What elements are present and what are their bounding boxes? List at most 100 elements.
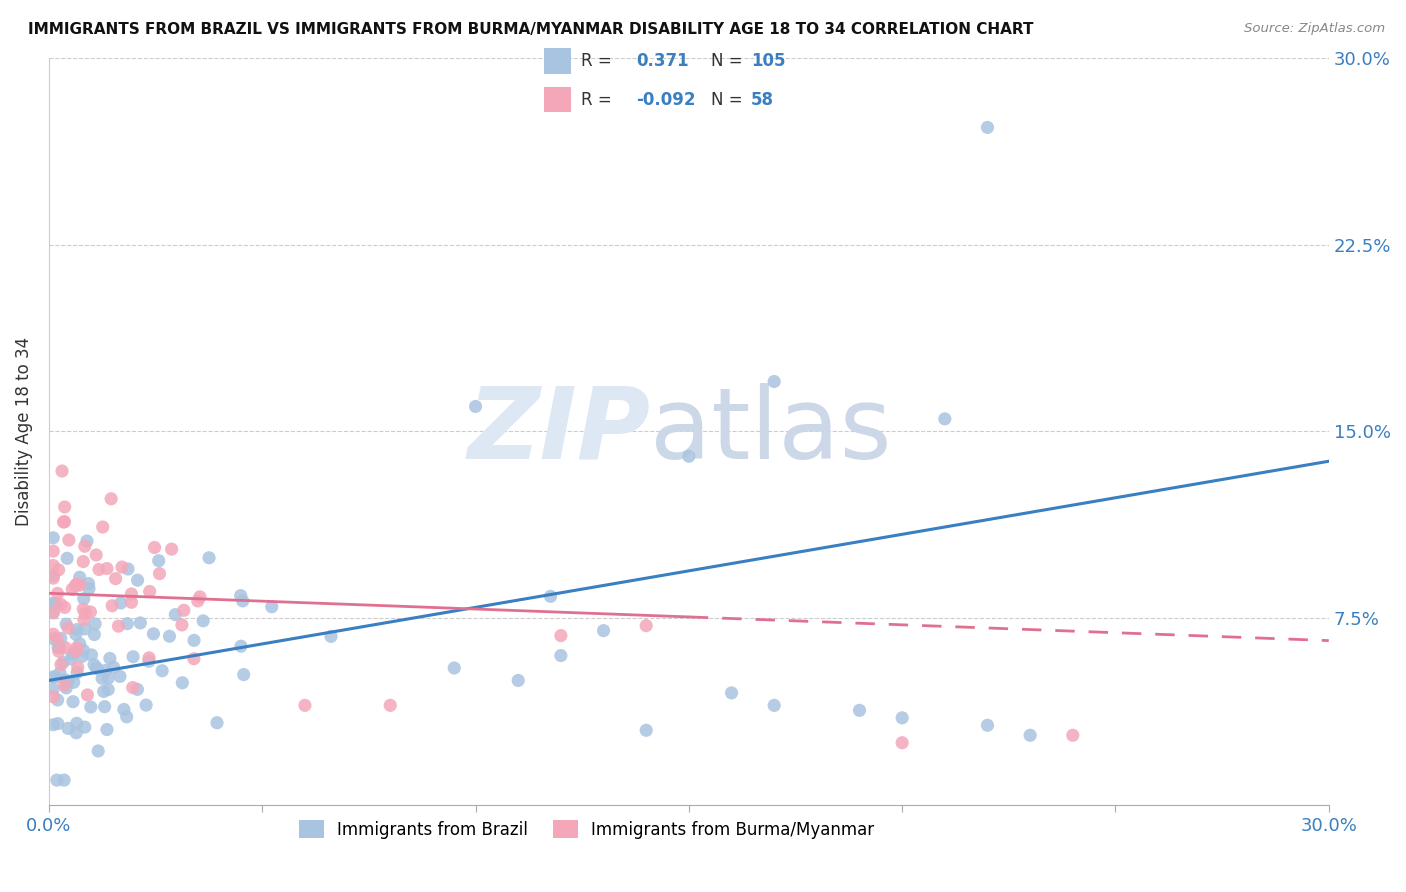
Point [108,669,131,683]
Point [65,726,87,740]
Point [77,582,100,596]
Point [42,606,65,620]
Point [96,723,118,737]
Point [380,698,402,713]
Point [44,670,66,684]
Point [720,686,742,700]
Point [86,661,108,675]
Point [464,400,486,414]
Point [77,576,100,591]
Point [848,703,870,717]
Point [42,596,65,610]
Point [138,654,160,668]
Point [229,589,252,603]
Text: Source: ZipAtlas.com: Source: ZipAtlas.com [1244,22,1385,36]
Point [101,599,124,613]
Point [111,560,134,574]
Point [46,716,69,731]
Point [69,570,91,584]
Point [232,667,254,681]
Point [160,542,183,557]
Point [46,632,69,646]
Point [44,597,66,611]
Point [79,605,101,619]
Point [976,120,998,135]
Text: 0.371: 0.371 [637,52,689,70]
Point [135,698,157,712]
Point [52,656,75,670]
Point [100,491,122,506]
Point [56,674,79,689]
Point [56,621,79,635]
Point [98,651,121,665]
Point [52,515,75,529]
Point [142,627,165,641]
Point [91,520,114,534]
Point [72,602,94,616]
Point [94,664,117,678]
Point [53,500,76,514]
Text: IMMIGRANTS FROM BRAZIL VS IMMIGRANTS FROM BURMA/MYANMAR DISABILITY AGE 18 TO 34 : IMMIGRANTS FROM BRAZIL VS IMMIGRANTS FRO… [28,22,1033,37]
Point [636,723,658,738]
Text: R =: R = [581,91,612,109]
Point [73,613,96,627]
Point [173,603,195,617]
Point [53,600,76,615]
Point [127,573,149,587]
Point [205,715,228,730]
Point [891,736,914,750]
Point [183,651,205,665]
Point [592,624,614,638]
Point [69,637,91,651]
Point [42,606,65,620]
Point [84,661,107,675]
Point [73,539,96,553]
Point [260,599,283,614]
Point [65,579,87,593]
Point [80,700,103,714]
Point [319,629,342,643]
Point [42,558,65,573]
Point [121,681,143,695]
Point [117,616,139,631]
Point [73,720,96,734]
Point [117,562,139,576]
Point [121,595,143,609]
Point [976,718,998,732]
Point [198,550,221,565]
Point [76,688,98,702]
Point [69,578,91,592]
Point [678,449,700,463]
Point [112,702,135,716]
Point [48,644,70,658]
Point [66,577,89,591]
Point [42,568,65,582]
Y-axis label: Disability Age 18 to 34: Disability Age 18 to 34 [15,337,32,526]
Point [170,618,193,632]
Point [51,464,73,478]
Point [550,648,572,663]
Point [62,647,84,661]
Point [148,566,170,581]
Point [540,590,562,604]
Point [60,582,83,597]
Point [138,584,160,599]
Point [66,665,89,680]
Point [443,661,465,675]
Point [97,682,120,697]
Point [62,675,84,690]
Text: 58: 58 [751,91,773,109]
Point [103,660,125,674]
Point [42,544,65,558]
Point [188,590,211,604]
Point [143,541,166,555]
Point [80,648,103,662]
Point [46,586,69,600]
Point [87,562,110,576]
Point [55,681,77,695]
Point [72,643,94,657]
Point [891,711,914,725]
Point [934,412,956,426]
Point [58,533,80,547]
Point [84,616,107,631]
